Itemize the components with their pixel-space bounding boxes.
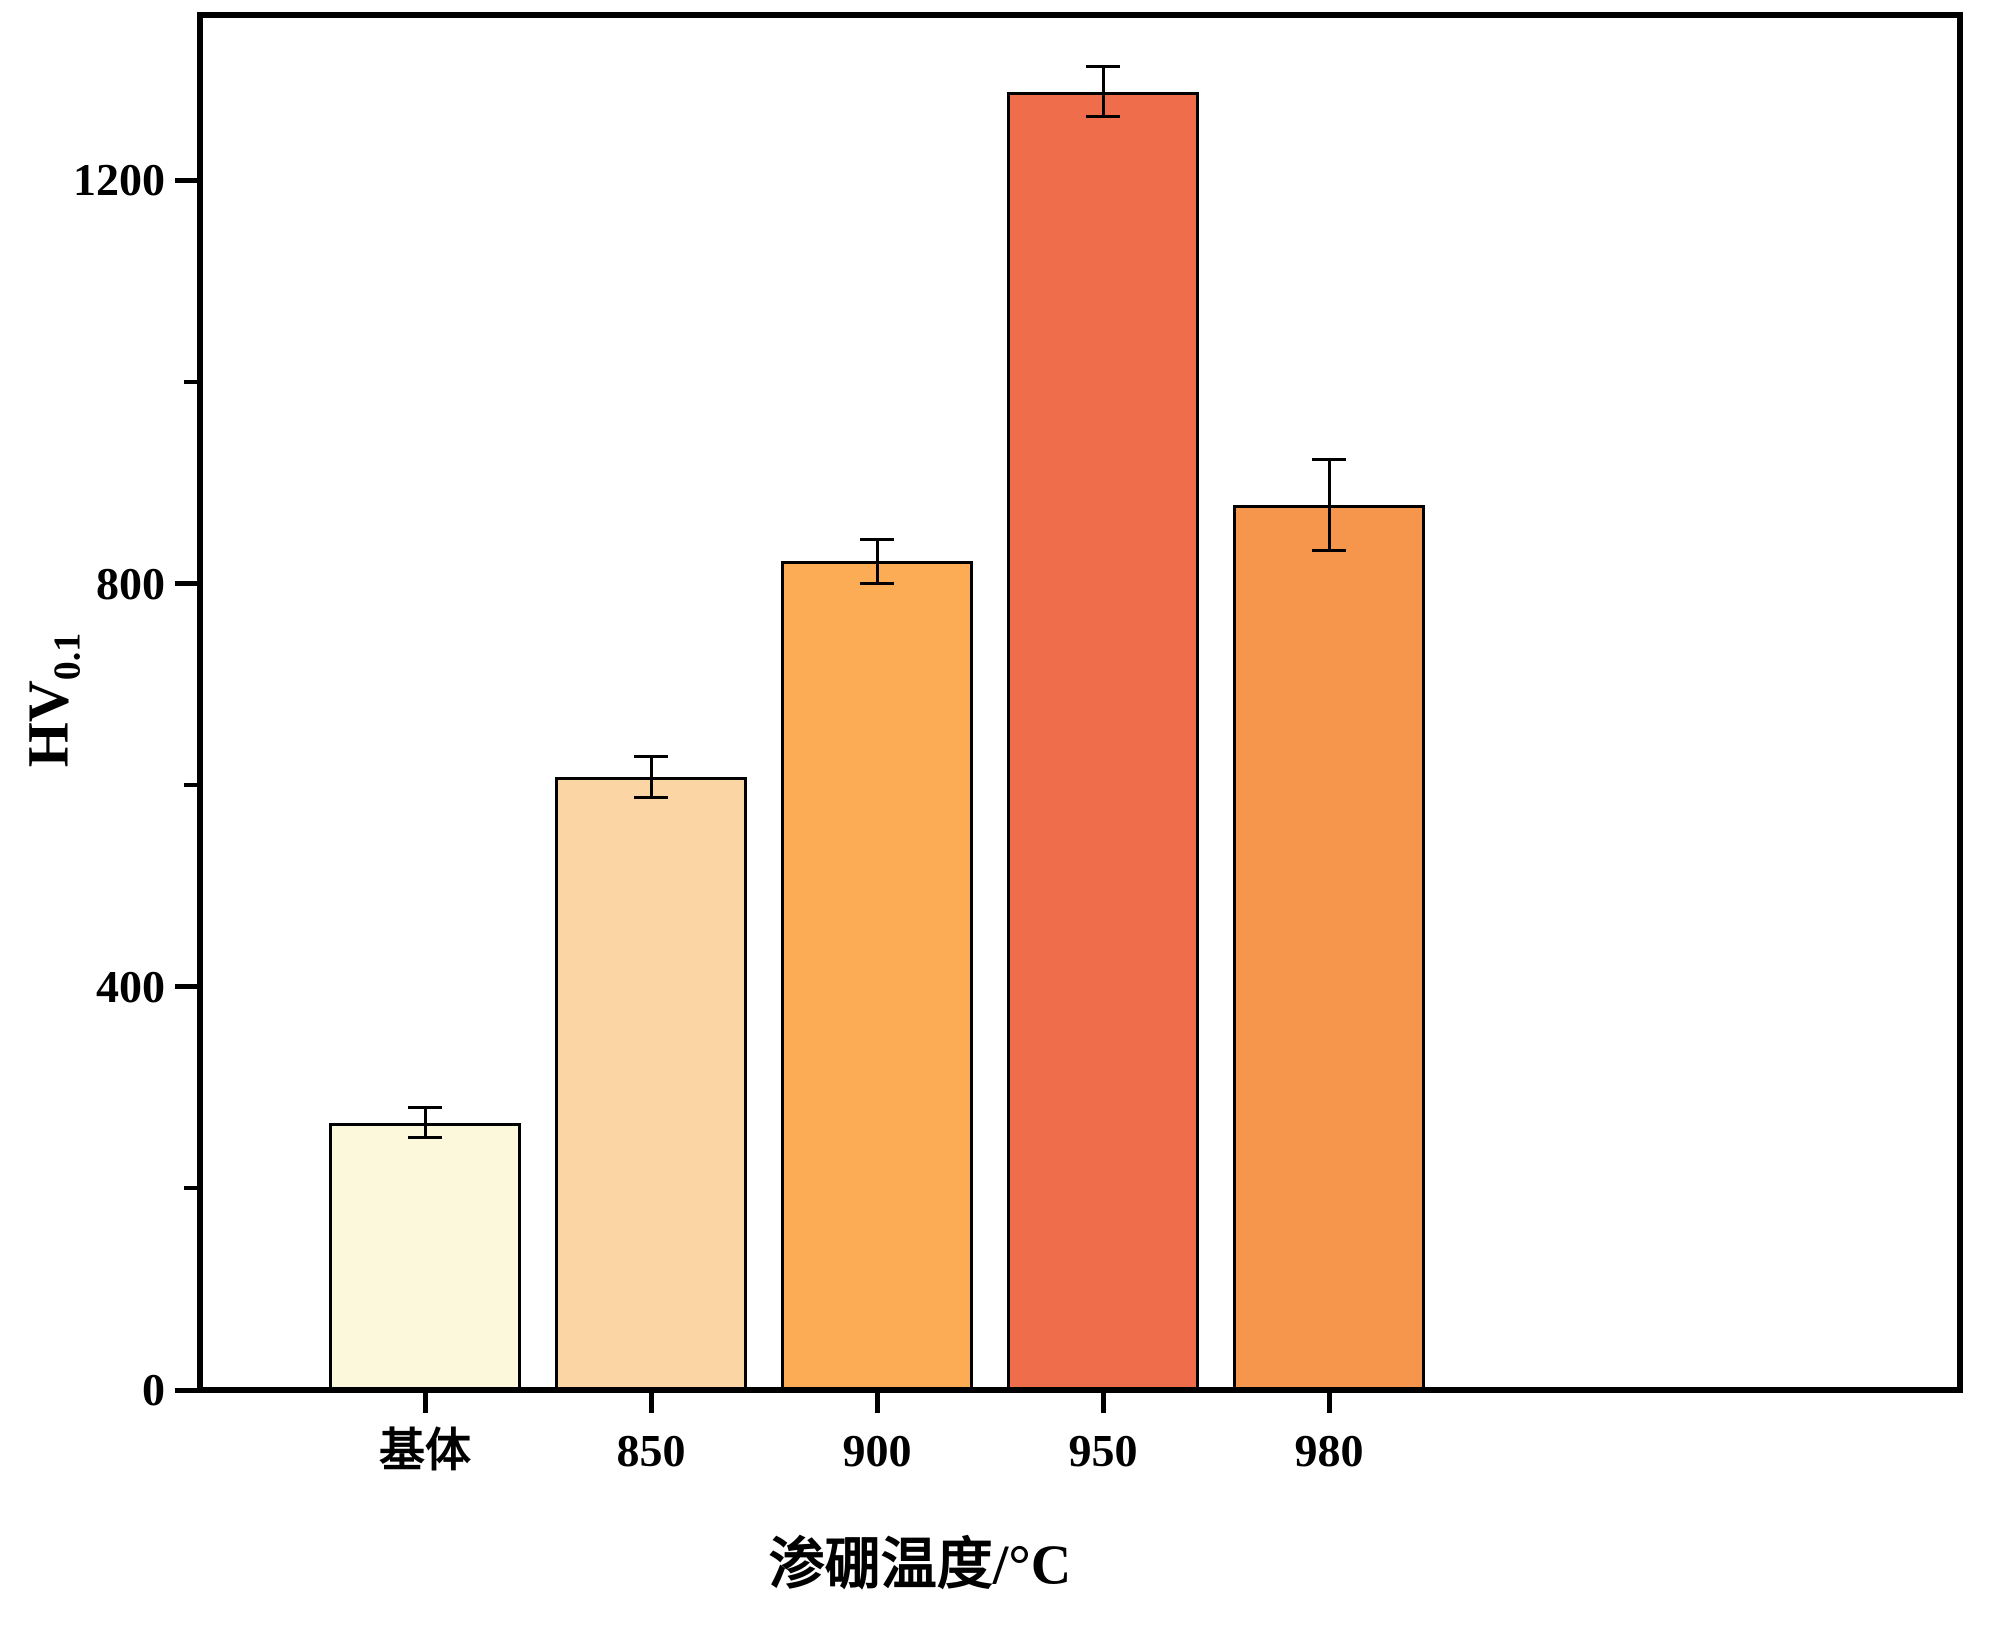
error-bar-cap-top-850 <box>634 755 668 759</box>
y-minor-tick-200 <box>184 1186 197 1191</box>
y-axis-title-main: HV <box>15 680 81 768</box>
x-axis-title: 渗硼温度/°C <box>768 1534 1072 1597</box>
y-major-tick-800 <box>175 581 197 587</box>
x-major-tick-基体 <box>422 1393 428 1413</box>
x-major-tick-950 <box>1100 1393 1106 1413</box>
y-tick-label-400: 400 <box>96 960 165 1012</box>
y-tick-label-1200: 1200 <box>73 154 165 206</box>
error-bar-cap-bottom-950 <box>1086 115 1120 119</box>
y-minor-tick-1000 <box>184 379 197 384</box>
error-bar-cap-bottom-850 <box>634 795 668 799</box>
error-bar-line-基体 <box>423 1107 427 1138</box>
error-bar-line-950 <box>1101 66 1105 117</box>
error-bar-cap-bottom-980 <box>1312 548 1346 552</box>
y-axis-title: HV0.1 <box>15 633 90 768</box>
bar-850 <box>555 777 747 1390</box>
error-bar-cap-bottom-900 <box>860 582 894 586</box>
y-axis-title-subscript: 0.1 <box>46 632 89 681</box>
x-major-tick-980 <box>1326 1393 1332 1413</box>
x-tick-label-980: 980 <box>1294 1425 1364 1476</box>
error-bar-cap-top-950 <box>1086 64 1120 68</box>
error-bar-cap-top-基体 <box>408 1106 442 1110</box>
x-tick-label-950: 950 <box>1068 1425 1138 1476</box>
x-tick-label-基体: 基体 <box>379 1425 471 1476</box>
y-tick-label-800: 800 <box>96 557 165 609</box>
y-major-tick-0 <box>175 1387 197 1393</box>
y-minor-tick-600 <box>184 783 197 788</box>
error-bar-line-900 <box>875 539 879 584</box>
y-tick-label-0: 0 <box>142 1364 165 1415</box>
bar-980 <box>1233 504 1425 1390</box>
error-bar-cap-bottom-基体 <box>408 1136 442 1140</box>
x-tick-label-850: 850 <box>616 1425 686 1476</box>
error-bar-cap-top-980 <box>1312 458 1346 462</box>
bar-950 <box>1007 91 1199 1390</box>
x-major-tick-850 <box>648 1393 654 1413</box>
error-bar-line-980 <box>1327 459 1331 551</box>
bar-基体 <box>329 1122 521 1390</box>
x-major-tick-900 <box>874 1393 880 1413</box>
y-major-tick-400 <box>175 984 197 990</box>
x-tick-label-900: 900 <box>842 1425 912 1476</box>
bar-900 <box>781 561 973 1390</box>
y-major-tick-1200 <box>175 177 197 183</box>
error-bar-cap-top-900 <box>860 537 894 541</box>
error-bar-line-850 <box>649 756 653 798</box>
